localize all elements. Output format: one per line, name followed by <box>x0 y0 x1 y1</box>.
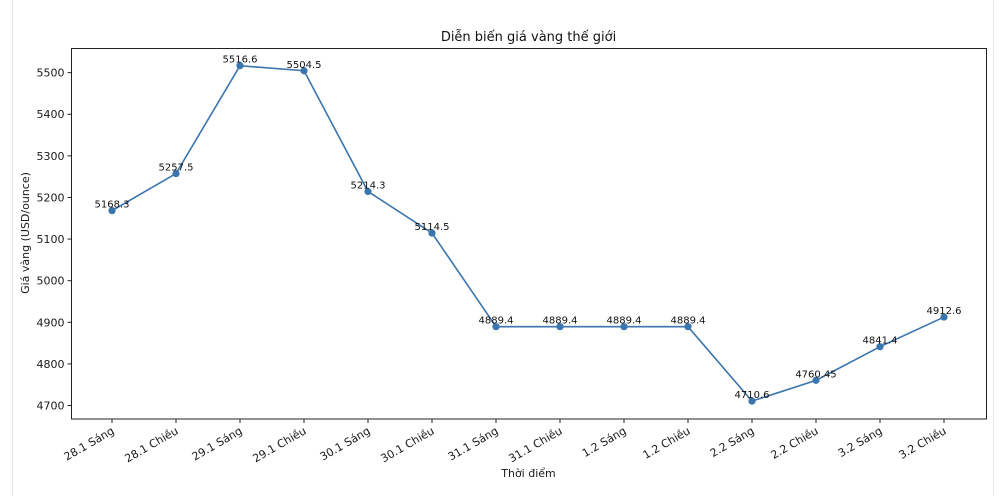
data-point-label: 4710.6 <box>735 390 770 401</box>
x-tick-label: 29.1 Sáng <box>190 424 245 463</box>
chart-title: Diễn biến giá vàng thế giới <box>441 30 616 45</box>
data-point-label: 4760.45 <box>795 369 836 380</box>
data-point-label: 5504.5 <box>287 60 322 71</box>
data-point-label: 4889.4 <box>607 316 642 327</box>
y-tick-label: 5000 <box>37 275 65 288</box>
data-point-marker <box>620 323 628 331</box>
x-tick-label: 31.1 Sáng <box>446 424 501 463</box>
y-tick-label: 4700 <box>37 400 65 413</box>
data-markers <box>108 62 948 405</box>
data-point-marker <box>108 207 116 215</box>
x-tick-label: 30.1 Sáng <box>318 424 373 463</box>
series-line <box>111 64 945 403</box>
y-tick-label: 5300 <box>37 150 65 163</box>
data-point-label: 5168.3 <box>95 200 130 211</box>
data-point-label: 4912.6 <box>927 306 962 317</box>
y-tick-label: 4800 <box>37 358 65 371</box>
data-point-marker <box>556 323 564 331</box>
x-tick-label: 2.2 Chiều <box>769 424 821 461</box>
data-point-marker <box>684 323 692 331</box>
y-tick-label: 5400 <box>37 108 65 121</box>
x-tick-label: 28.1 Sáng <box>62 424 117 463</box>
data-point-label: 4889.4 <box>479 316 514 327</box>
data-point-label: 5114.5 <box>415 222 450 233</box>
y-tick-label: 5500 <box>37 67 65 80</box>
y-tick-label: 5200 <box>37 191 65 204</box>
x-tick-label: 28.1 Chiều <box>123 424 181 465</box>
x-tick-label: 29.1 Chiều <box>251 424 309 465</box>
data-point-marker <box>364 187 372 196</box>
data-point-label: 4841.4 <box>863 336 898 347</box>
x-axis: 28.1 Sáng 28.1 Chiều 29.1 Sáng 29.1 Chiều 30… <box>62 419 949 465</box>
figure-right-border <box>993 0 994 496</box>
data-point-marker <box>812 376 820 384</box>
x-tick-label: 30.1 Chiều <box>379 424 437 465</box>
data-point-label: 4889.4 <box>543 316 578 327</box>
plot-area-frame <box>71 48 987 420</box>
x-tick-label: 3.2 Chiều <box>897 424 949 461</box>
data-point-marker <box>748 397 756 405</box>
data-point-label: 5516.6 <box>223 55 258 66</box>
figure-left-border <box>12 0 13 496</box>
data-point-marker <box>940 313 948 321</box>
y-axis: 4700 4800 4900 5000 5100 5200 5300 5400 5500 <box>37 67 72 413</box>
y-tick-label: 5100 <box>37 233 65 246</box>
data-point-marker <box>300 67 308 75</box>
data-point-label: 5214.3 <box>351 181 386 192</box>
data-point-marker <box>876 343 884 351</box>
data-point-label: 5257.5 <box>159 163 194 174</box>
data-point-marker <box>172 169 180 178</box>
y-axis-label: Giá vàng (USD/ounce) <box>19 172 32 294</box>
x-axis-label: Thời điểm <box>500 467 556 480</box>
x-tick-label: 3.2 Sáng <box>836 424 885 460</box>
data-point-marker <box>236 62 244 70</box>
y-tick-label: 4900 <box>37 316 65 329</box>
data-point-marker <box>492 323 500 331</box>
x-tick-label: 2.2 Sáng <box>708 424 757 460</box>
x-tick-label: 1.2 Chiều <box>641 424 693 461</box>
x-tick-label: 31.1 Chiều <box>507 424 565 465</box>
x-tick-label: 1.2 Sáng <box>580 424 629 460</box>
data-point-marker <box>428 229 436 237</box>
data-point-label: 4889.4 <box>671 316 706 327</box>
data-labels: 5168.3 5257.5 5516.6 5504.5 5214.3 5114.5 4889… <box>95 55 962 401</box>
